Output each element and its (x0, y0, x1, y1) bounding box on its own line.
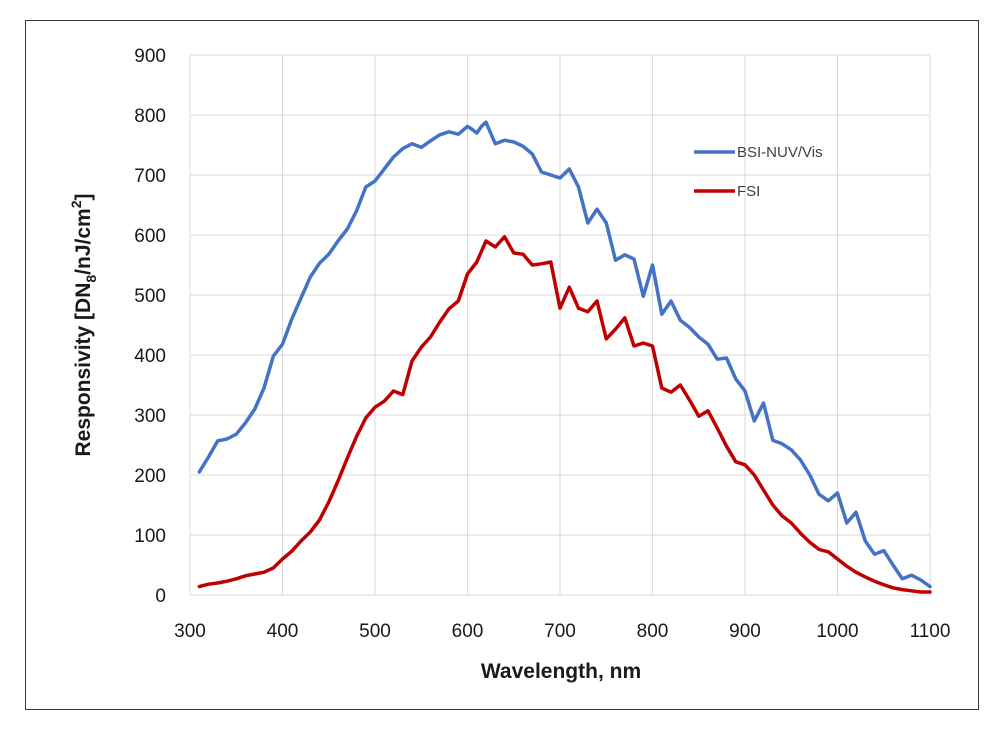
x-tick-label: 900 (729, 621, 761, 642)
y-tick-label: 500 (134, 286, 166, 307)
y-tick-label: 600 (134, 226, 166, 247)
gridlines (189, 54, 931, 596)
y-tick-label: 800 (134, 106, 166, 127)
chart-frame (25, 20, 979, 710)
y-tick-label: 700 (134, 166, 166, 187)
y-tick-label: 400 (134, 346, 166, 367)
x-tick-labels: 300 400 500 600 700 800 900 1000 1100 (174, 621, 950, 642)
x-tick-label: 500 (359, 621, 391, 642)
series-lines (197, 120, 932, 594)
x-axis-title: Wavelength, nm (481, 660, 641, 683)
series-line-fsi (197, 235, 932, 594)
x-tick-label: 1000 (816, 621, 858, 642)
y-tick-label: 900 (134, 46, 166, 67)
y-axis-title: Responsivity [DN8/nJ/cm2] (68, 194, 99, 457)
y-tick-label: 200 (134, 466, 166, 487)
x-tick-label: 700 (544, 621, 576, 642)
y-tick-labels: 0 100 200 300 400 500 600 700 800 900 (134, 46, 166, 607)
x-tick-label: 800 (637, 621, 669, 642)
y-tick-label: 0 (155, 586, 166, 607)
x-tick-label: 600 (452, 621, 484, 642)
x-tick-label: 1100 (910, 621, 951, 642)
series-line-bsi-nuv-vis (197, 120, 932, 589)
y-tick-label: 100 (134, 526, 166, 547)
x-tick-label: 400 (267, 621, 299, 642)
y-tick-label: 300 (134, 406, 166, 427)
legend-label: FSI (737, 183, 760, 200)
legend-label: BSI-NUV/Vis (737, 144, 823, 161)
legend: BSI-NUV/Vis FSI (694, 144, 823, 200)
x-tick-label: 300 (174, 621, 206, 642)
